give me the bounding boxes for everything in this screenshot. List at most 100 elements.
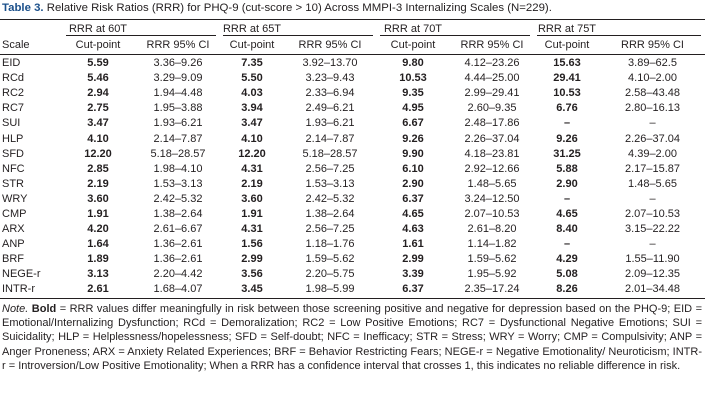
note-bold-word: Bold (31, 303, 57, 315)
scale-cell: HLP (2, 132, 24, 145)
note-text: = RRR values differ meaningfully in risk… (2, 303, 702, 372)
rrr-cell: 2.19 (87, 177, 109, 190)
ci-cell: 2.35–17.24 (464, 283, 520, 296)
rrr-cell: 3.47 (87, 117, 109, 130)
ci-cell: 2.01–34.48 (624, 283, 681, 296)
header-g2-ci: RRR 95% CI (298, 39, 362, 51)
header-scale: Scale (2, 39, 30, 51)
rrr-cell: 6.37 (402, 283, 424, 296)
rrr-cell: 4.29 (556, 253, 578, 266)
rrr-cell: 4.10 (241, 132, 263, 145)
ci-cell: 2.61–8.20 (467, 223, 517, 236)
table-row: NEGE-r 3.13 2.20–4.42 3.56 2.20–5.75 3.39 1.95… (0, 267, 705, 282)
ci-cell: 4.12–23.26 (464, 57, 520, 70)
ci-cell: 1.48–5.65 (467, 177, 517, 190)
table-row: EID 5.59 3.36–9.26 7.35 3.92–13.70 9.80 4.12–2… (0, 56, 705, 71)
rrr-cell: 1.61 (402, 238, 424, 251)
ci-cell: 2.09–12.35 (624, 268, 681, 281)
rrr-cell: 7.35 (241, 57, 263, 70)
rrr-cell: 6.37 (402, 192, 424, 205)
ci-cell: 1.36–2.61 (153, 253, 203, 266)
rrr-cell: 2.90 (556, 177, 578, 190)
header-g3-ci: RRR 95% CI (460, 39, 524, 51)
table-row: STR 2.19 1.53–3.13 2.19 1.53–3.13 2.90 1.48–5.… (0, 177, 705, 192)
rrr-cell: 1.91 (241, 207, 263, 220)
rrr-cell: – (563, 192, 571, 205)
rrr-cell: 4.31 (241, 162, 263, 175)
ci-cell: 2.42–5.32 (305, 192, 355, 205)
ci-cell: 2.56–7.25 (305, 162, 355, 175)
ci-cell: 2.56–7.25 (305, 223, 355, 236)
rrr-cell: 2.85 (87, 162, 109, 175)
rrr-cell: 3.39 (402, 268, 424, 281)
note-label: Note. (2, 303, 29, 315)
ci-cell: 1.36–2.61 (153, 238, 203, 251)
ci-cell: 1.53–3.13 (153, 177, 203, 190)
rrr-table: EID 5.59 3.36–9.26 7.35 3.92–13.70 9.80 4.12–2… (0, 56, 705, 298)
header-g1-line1: RRR at 60T (68, 23, 128, 35)
rrr-cell: 10.53 (399, 72, 427, 85)
rrr-cell: 6.10 (402, 162, 424, 175)
ci-cell: 2.33–6.94 (305, 87, 355, 100)
ci-cell: 2.92–12.66 (464, 162, 520, 175)
table-row: HLP 4.10 2.14–7.87 4.10 2.14–7.87 9.26 2.26–37… (0, 131, 705, 146)
table-row: RC7 2.75 1.95–3.88 3.94 2.49–6.21 4.95 2.60–9.… (0, 101, 705, 116)
table-row: ANP 1.64 1.36–2.61 1.56 1.18–1.76 1.61 1.14–1.… (0, 237, 705, 252)
scale-cell: NEGE-r (2, 268, 41, 281)
ci-cell: 1.38–2.64 (305, 207, 355, 220)
rrr-cell: 10.53 (553, 87, 581, 100)
ci-cell: 1.55–11.90 (625, 253, 680, 266)
rrr-cell: 6.76 (556, 102, 578, 115)
rrr-cell: – (563, 117, 571, 130)
scale-cell: SUI (2, 117, 21, 130)
ci-cell: 3.23–9.43 (305, 72, 355, 85)
ci-cell: 2.99–29.41 (464, 87, 520, 100)
rrr-cell: 2.94 (87, 87, 109, 100)
rrr-cell: 6.67 (402, 117, 424, 130)
table-row: SUI 3.47 1.93–6.21 3.47 1.93–6.21 6.67 2.48–17… (0, 116, 705, 131)
header-g3-line2: Cut-point (390, 39, 436, 51)
scale-cell: RCd (2, 72, 25, 85)
ci-cell: 4.44–25.00 (464, 72, 520, 85)
rrr-cell: 29.41 (553, 72, 581, 85)
ci-cell: 2.80–16.13 (624, 102, 681, 115)
ci-cell: 4.18–23.81 (464, 147, 520, 160)
rrr-cell: 5.88 (556, 162, 578, 175)
rrr-cell: 9.90 (402, 147, 424, 160)
caption-text: Relative Risk Ratios (RRR) for PHQ-9 (cu… (46, 2, 552, 14)
ci-cell: 1.53–3.13 (305, 177, 355, 190)
table-row: WRY 3.60 2.42–5.32 3.60 2.42–5.32 6.37 3.24–12… (0, 192, 705, 207)
rrr-cell: 4.31 (241, 223, 263, 236)
rrr-cell: 1.56 (241, 238, 263, 251)
table-note: Note. Bold = RRR values differ meaningfu… (2, 302, 702, 373)
ci-cell: 3.92–13.70 (302, 57, 358, 70)
ci-cell: – (649, 117, 656, 130)
ci-cell: 1.93–6.21 (305, 117, 355, 130)
ci-cell: 1.59–5.62 (467, 253, 517, 266)
scale-cell: SFD (2, 147, 24, 160)
rrr-cell: 5.46 (87, 72, 109, 85)
ci-cell: 2.49–6.21 (305, 102, 355, 115)
ci-cell: 2.61–6.67 (153, 223, 203, 236)
rrr-cell: 3.13 (87, 268, 109, 281)
ci-cell: 1.68–4.07 (153, 283, 203, 296)
rrr-cell: 5.59 (87, 57, 109, 70)
ci-cell: 2.26–37.04 (464, 132, 520, 145)
ci-cell: 1.95–5.92 (467, 268, 517, 281)
rrr-cell: 5.08 (556, 268, 578, 281)
rrr-cell: 1.89 (87, 253, 109, 266)
rrr-cell: 4.95 (402, 102, 424, 115)
ci-cell: 1.98–4.10 (153, 162, 203, 175)
ci-cell: 1.48–5.65 (628, 177, 677, 190)
table-row: RC2 2.94 1.94–4.48 4.03 2.33–6.94 9.35 2.99–29… (0, 86, 705, 101)
table-row: INTR-r 2.61 1.68–4.07 3.45 1.98–5.99 6.37 2.35… (0, 282, 705, 297)
table-row: NFC 2.85 1.98–4.10 4.31 2.56–7.25 6.10 2.92–12… (0, 162, 705, 177)
table-row: ARX 4.20 2.61–6.67 4.31 2.56–7.25 4.63 2.61–8.… (0, 222, 705, 237)
rrr-cell: 4.03 (241, 87, 263, 100)
rrr-cell: 2.90 (402, 177, 424, 190)
group-underline-70t (380, 35, 530, 36)
rrr-cell: 4.65 (556, 207, 578, 220)
table-row: CMP 1.91 1.38–2.64 1.91 1.38–2.64 4.65 2.07–10… (0, 207, 705, 222)
scale-cell: RC2 (2, 87, 25, 100)
rrr-cell: 3.56 (241, 268, 263, 281)
